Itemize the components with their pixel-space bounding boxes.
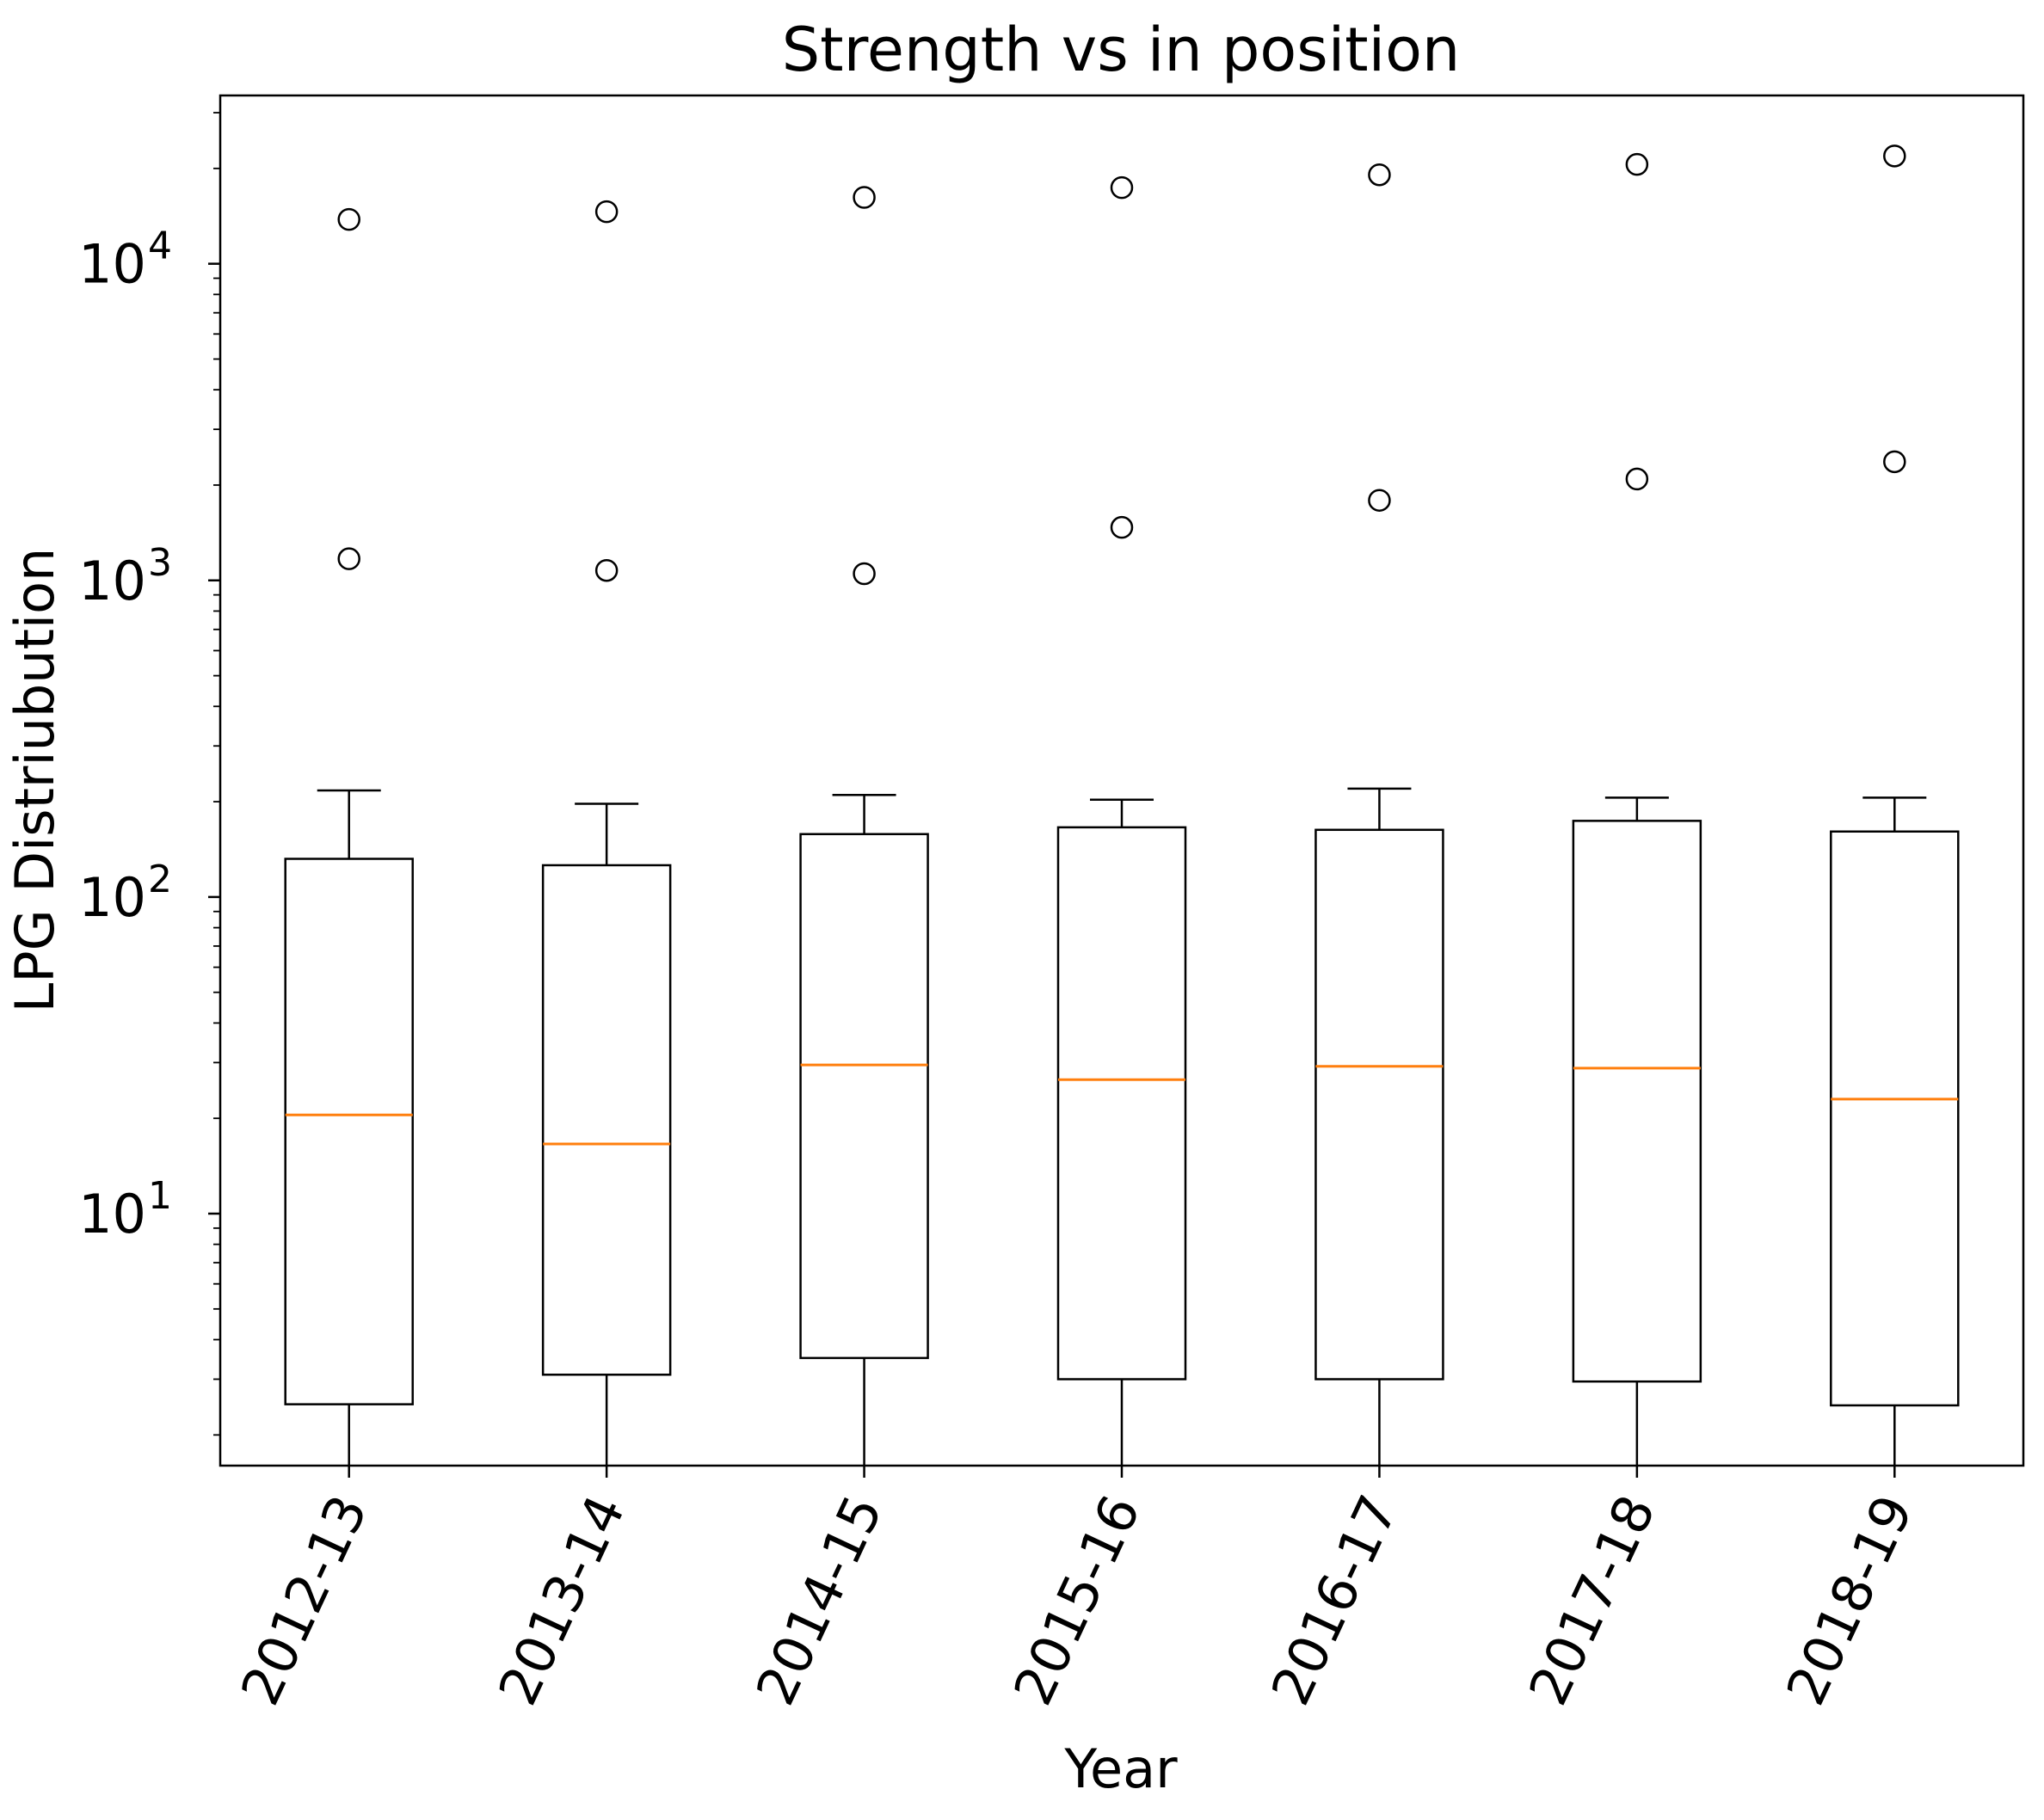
box [541, 864, 672, 1376]
plot-frame [219, 94, 2025, 1467]
y-tick-label: 10 [78, 1183, 146, 1245]
y-tick-label: 10 [78, 233, 146, 296]
x-axis-label: Year [1063, 1737, 1178, 1800]
x-tick-label: 2012-13 [229, 1485, 380, 1714]
box-group [1314, 163, 1444, 1466]
y-tick-label-exponent: 3 [148, 541, 172, 585]
outlier-point [594, 558, 619, 582]
outlier-point [1110, 175, 1134, 200]
x-tick-label: 2018-19 [1774, 1485, 1925, 1714]
outlier-point [853, 186, 876, 209]
x-tick-label: 2015-16 [1001, 1485, 1153, 1714]
box-group [1572, 152, 1702, 1466]
box [1572, 820, 1702, 1383]
box [284, 858, 414, 1405]
box [1830, 830, 1960, 1407]
outlier-point [1368, 163, 1391, 187]
x-tick-label: 2017-18 [1517, 1485, 1668, 1714]
outlier-point [1368, 489, 1391, 512]
box-group [1056, 175, 1187, 1466]
outlier-point [1625, 152, 1649, 176]
y-tick-label: 10 [78, 866, 146, 929]
outlier-point [1883, 450, 1906, 474]
outlier-point [337, 547, 360, 570]
chart-title: Strength vs in position [782, 15, 1461, 85]
x-tick-label: 2016-17 [1259, 1485, 1410, 1714]
y-tick-label-exponent: 4 [148, 224, 172, 268]
box-group [1830, 144, 1960, 1466]
outlier-point [594, 200, 619, 224]
outlier-point [337, 207, 360, 231]
box-group [799, 186, 929, 1466]
x-tick-label: 2014-15 [744, 1485, 896, 1714]
y-axis-label: LPG Distriubution [3, 548, 66, 1013]
box [1314, 828, 1444, 1380]
box [799, 833, 929, 1360]
plot-area [284, 144, 1960, 1466]
x-axis: 2012-13 2013-14 2014-15 2015-16 2016-17 2017-… [229, 1466, 1925, 1714]
outlier-point [1625, 467, 1649, 491]
box-group [284, 207, 414, 1466]
x-tick-label: 2013-14 [486, 1485, 637, 1714]
y-tick-label: 10 [78, 550, 146, 612]
outlier-point [1110, 515, 1134, 539]
box [1056, 826, 1187, 1380]
box-group [541, 200, 672, 1466]
y-tick-label-exponent: 1 [148, 1174, 172, 1218]
y-tick-label-exponent: 2 [148, 858, 172, 901]
outlier-point [1883, 144, 1906, 168]
outlier-point [853, 562, 876, 586]
